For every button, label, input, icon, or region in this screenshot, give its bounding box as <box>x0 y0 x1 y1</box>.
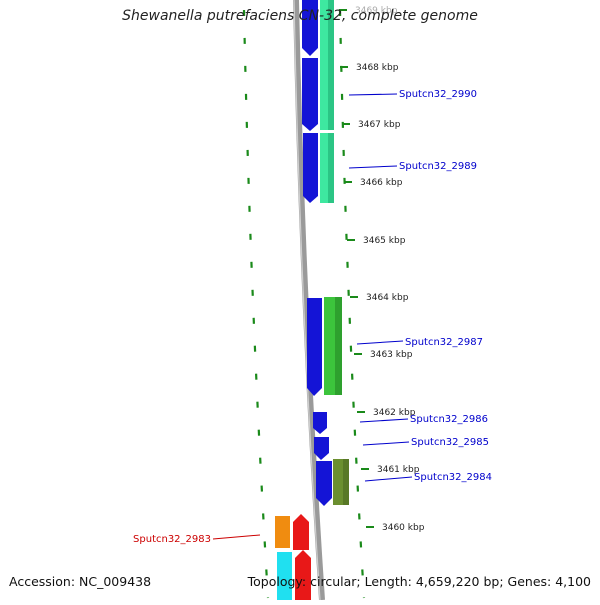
tick-label: 3462 kbp <box>373 408 416 418</box>
cds-2987-arrow[interactable] <box>307 298 322 396</box>
gene-label[interactable]: Sputcn32_2984 <box>414 472 492 483</box>
gene-label[interactable]: Sputcn32_2990 <box>399 89 477 100</box>
feature-2983-orange[interactable] <box>275 516 290 548</box>
tick-label: 3461 kbp <box>377 465 420 475</box>
gene-leader-line <box>212 534 261 540</box>
tick-label: 3463 kbp <box>370 350 413 360</box>
gene-label[interactable]: Sputcn32_2983 <box>133 534 211 545</box>
feature-2990-green-shade <box>328 0 334 130</box>
tick-layer: 3469 kbp 3468 kbp 3467 kbp 3466 kbp 3465 kbp… <box>339 6 425 533</box>
topology-text: Topology: circular; Length: 4,659,220 bp… <box>247 574 591 589</box>
genome-backbone <box>293 0 325 601</box>
gene-label-layer: Sputcn32_2990 Sputcn32_2989 Sputcn32_2987 S… <box>133 89 492 545</box>
gene-leader-line <box>364 476 413 482</box>
cds-2985-arrow[interactable] <box>314 437 329 460</box>
gene-label[interactable]: Sputcn32_2989 <box>399 161 477 172</box>
gene-label[interactable]: Sputcn32_2986 <box>410 414 488 425</box>
tick-label: 3468 kbp <box>356 63 399 73</box>
gene-leader-line <box>348 165 398 169</box>
tick-label: 3467 kbp <box>358 120 401 130</box>
genome-backbone-highlight <box>293 0 321 601</box>
cds-2984-arrow[interactable] <box>316 461 332 506</box>
tick-label: 3465 kbp <box>363 236 406 246</box>
feature-2989-green-shade <box>328 133 334 203</box>
gene-leader-line <box>362 441 410 446</box>
accession-text: Accession: NC_009438 <box>9 574 152 589</box>
tick-label: 3460 kbp <box>382 523 425 533</box>
feature-2987-green-shade <box>335 297 342 395</box>
cds-2990b-arrow[interactable] <box>302 58 318 131</box>
tick-label: 3464 kbp <box>366 293 409 303</box>
cds-2986-arrow[interactable] <box>313 412 327 434</box>
map-title: Shewanella putrefaciens CN-32, complete … <box>122 8 478 24</box>
gene-label[interactable]: Sputcn32_2987 <box>405 337 483 348</box>
cds-2990-arrow[interactable] <box>302 0 318 56</box>
gene-leader-line <box>356 340 404 345</box>
outer-ring-right <box>338 9 366 599</box>
gene-leader-line <box>359 418 409 423</box>
feature-2984-olive-shade <box>343 459 349 505</box>
gene-leader-line <box>348 93 398 96</box>
cds-red-lower-arrow[interactable] <box>295 550 311 600</box>
outer-ring-left <box>242 9 270 599</box>
gene-label[interactable]: Sputcn32_2985 <box>411 437 489 448</box>
tick-label: 3466 kbp <box>360 178 403 188</box>
cds-2983-red-arrow[interactable] <box>293 514 309 550</box>
tick-label: 3469 kbp <box>355 6 398 16</box>
cds-2989-arrow[interactable] <box>303 133 318 203</box>
feature-cyan[interactable] <box>277 552 292 600</box>
